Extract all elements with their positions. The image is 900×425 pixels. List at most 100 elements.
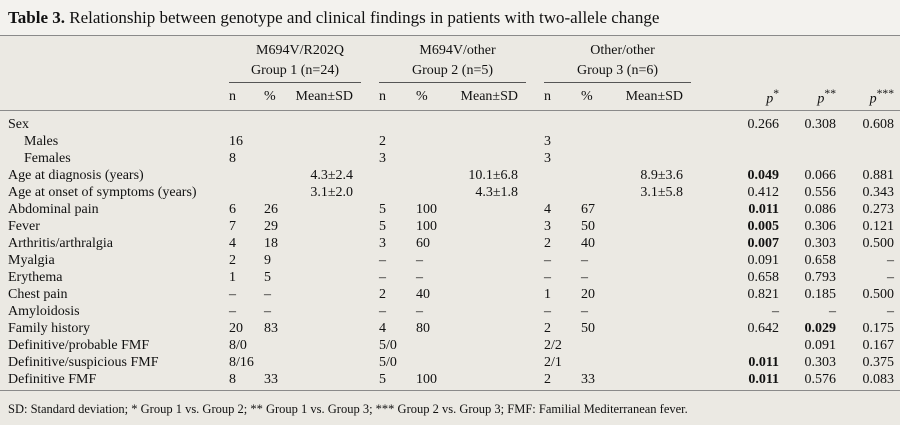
p-column-header: p* [705,84,786,111]
table-cell: 2 [544,321,552,336]
column-header: n [225,84,258,111]
table-cell: 0.011 [705,371,786,391]
table-cell: 8/16 [229,355,254,370]
row-label: Sex [8,117,29,132]
table-cell: 0.273 [862,202,895,217]
table-cell: 5 [379,219,387,234]
row-label: Erythema [8,270,63,285]
empty-cell [445,286,540,303]
table-cell: 7 [229,219,236,234]
header-spacer [705,36,900,62]
table-cell: 18 [264,236,278,251]
table-row: Erythema 1 5 – – – – 0.658 0.793 – [0,269,900,286]
table-cell: 67 [581,202,596,217]
empty-cell [610,269,705,286]
row-label: Abdominal pain [8,202,99,217]
table-row: Age at onset of symptoms (years) 3.1±2.0 4… [0,184,900,201]
empty-cell [290,354,375,371]
p-superscript: *** [876,86,895,100]
empty-cell [410,354,445,371]
p-superscript: * [773,86,780,100]
table-row: Sex 0.266 0.308 0.608 [0,111,900,134]
table-cell: 16 [229,134,243,149]
table-cell: 9 [264,253,271,268]
empty-cell [575,184,610,201]
empty-cell [445,252,540,269]
empty-cell [575,167,610,184]
p-symbol: p [766,91,774,107]
empty-cell [610,111,705,134]
empty-cell [445,133,540,150]
table-cell: 8 [229,151,236,166]
empty-cell [258,354,290,371]
table-caption: Relationship between genotype and clinic… [69,8,660,27]
empty-cell [225,167,258,184]
p-column-header: p*** [842,84,900,111]
table-cell: 5 [379,202,387,217]
table-cell: 3 [544,134,552,149]
table-cell: 0.066 [804,168,837,183]
group-name-cell: Group 1 (n=24) [225,62,375,84]
empty-cell [540,167,575,184]
table-cell: 10.1±6.8 [468,168,519,183]
empty-cell [375,184,410,201]
empty-cell [410,150,445,167]
table-cell: 0.658 [747,270,780,285]
table-row: Family history 20 83 4 80 2 50 0.642 0.029 0.175 [0,320,900,337]
empty-cell [610,354,705,371]
empty-cell [445,303,540,320]
table-cell: – [887,304,895,319]
empty-cell [705,133,785,150]
table-cell: 40 [581,236,596,251]
row-label: Definitive/suspicious FMF [8,355,159,370]
table-cell: 60 [416,236,431,251]
table-cell: 6 [229,202,236,217]
table-cell: 20 [229,321,243,336]
table-title: Table 3. Relationship between genotype a… [0,0,900,36]
group-name-cell: Group 2 (n=5) [375,62,540,84]
column-header: n [375,84,411,111]
table-cell: – [887,270,895,285]
table-row: Chest pain – – 2 40 1 20 0.821 0.185 0.500 [0,286,900,303]
table-cell: 0.608 [862,117,895,132]
table-cell: 3 [544,219,552,234]
row-label: Females [24,151,71,166]
table-cell: – [264,304,271,319]
table-cell: 3.1±5.8 [640,185,684,200]
table-cell: – [379,253,387,268]
table-cell: 83 [264,321,278,336]
table-cell: 33 [575,371,611,391]
table-cell: 2 [379,287,387,302]
table-cell: 0.500 [862,236,895,251]
column-header: Mean±SD [610,84,706,111]
empty-cell [290,218,375,235]
empty-cell [445,320,540,337]
table-cell: 0.658 [804,253,837,268]
table-cell: – [772,304,780,319]
table-cell: 5 [264,270,271,285]
table-cell: 2/2 [544,338,562,353]
empty-cell [410,133,445,150]
empty-cell [290,320,375,337]
empty-cell [258,337,290,354]
header-row: M694V/R202Q M694V/other Other/other [0,36,900,62]
column-header: % [410,84,446,111]
table-cell: 0.011 [748,355,780,370]
empty-cell [258,111,290,134]
empty-cell [445,201,540,218]
empty-cell [375,111,410,134]
row-label: Myalgia [8,253,55,268]
empty-cell [258,167,290,184]
empty-cell [290,337,375,354]
table-cell: 0.049 [747,168,780,183]
table-cell: 0.167 [862,338,895,353]
table-row: Males 16 2 3 [0,133,900,150]
row-label: Arthritis/arthralgia [8,236,113,251]
table-cell: 0.266 [747,117,780,132]
table-row: Females 8 3 3 [0,150,900,167]
table-cell: – [544,253,552,268]
table-cell: 0.303 [804,355,837,370]
table-cell: 0.375 [862,355,895,370]
table-cell: 4.3±2.4 [310,168,354,183]
table-cell: 50 [581,321,596,336]
